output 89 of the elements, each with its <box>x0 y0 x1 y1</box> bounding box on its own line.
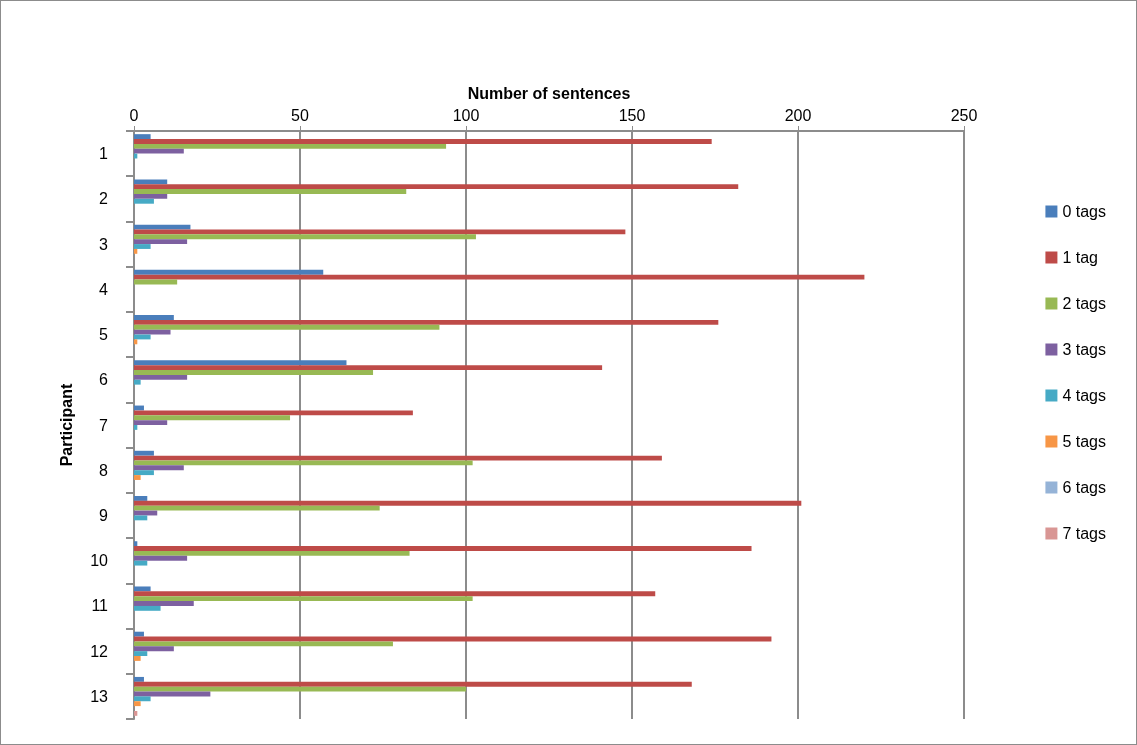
bar <box>134 143 447 149</box>
legend-label: 5 tags <box>1062 433 1107 450</box>
y-axis-title: Participant <box>57 382 75 467</box>
bar <box>134 596 473 602</box>
bar <box>134 229 626 235</box>
bar <box>134 139 712 144</box>
bar <box>134 234 476 240</box>
bar <box>134 475 141 480</box>
bar <box>134 244 151 249</box>
y-tick-label: 4 <box>99 280 109 298</box>
bar <box>134 546 752 551</box>
legend-label: 2 tags <box>1062 295 1107 312</box>
legend-label: 6 tags <box>1062 479 1107 496</box>
bar <box>134 269 324 275</box>
bar <box>134 248 138 254</box>
bar <box>134 601 194 606</box>
bar <box>134 329 171 335</box>
bar <box>134 465 184 471</box>
x-tick-label: 50 <box>291 106 309 124</box>
legend-label: 3 tags <box>1062 341 1107 358</box>
bar <box>134 455 662 461</box>
x-tick-label: 250 <box>950 106 978 124</box>
legend-label: 7 tags <box>1062 525 1107 542</box>
bar <box>134 179 168 185</box>
y-tick-label: 6 <box>99 371 109 389</box>
bar <box>134 676 144 682</box>
bar <box>134 500 802 506</box>
bar <box>134 591 656 597</box>
bar <box>134 541 138 547</box>
bar <box>134 631 144 637</box>
bar <box>134 681 692 687</box>
bar <box>134 425 138 430</box>
y-tick-label: 5 <box>99 326 109 344</box>
bar <box>134 641 393 647</box>
bar <box>134 696 151 702</box>
y-tick-label: 3 <box>99 235 109 253</box>
bar <box>134 198 154 204</box>
y-tick-label: 13 <box>90 687 109 705</box>
bar <box>134 274 865 280</box>
bar <box>134 586 151 592</box>
bar <box>134 379 141 385</box>
bar <box>134 184 739 190</box>
bar <box>134 189 407 194</box>
bar <box>134 239 188 245</box>
y-tick-label: 10 <box>90 552 109 570</box>
bar <box>134 193 168 199</box>
x-tick-label: 150 <box>618 106 646 124</box>
bar <box>134 134 151 140</box>
bar <box>134 470 154 476</box>
x-tick-label: 100 <box>452 106 480 124</box>
y-tick-label: 2 <box>99 190 109 208</box>
legend-label: 4 tags <box>1062 387 1107 404</box>
bar <box>134 374 188 380</box>
bar <box>134 450 154 456</box>
bar <box>134 370 374 375</box>
bar <box>134 365 603 371</box>
bar <box>134 319 719 325</box>
y-tick-label: 7 <box>99 416 109 434</box>
legend-label: 0 tags <box>1062 203 1107 220</box>
bar <box>134 324 440 330</box>
legend-label: 1 tag <box>1062 249 1099 266</box>
bar <box>134 496 148 501</box>
x-tick-label: 200 <box>784 106 812 124</box>
bar <box>134 505 380 511</box>
bar <box>134 315 174 320</box>
y-tick-label: 9 <box>99 506 109 524</box>
bar <box>134 550 410 556</box>
bar <box>134 656 141 661</box>
bar <box>134 701 141 707</box>
bar <box>134 339 138 345</box>
bar <box>134 710 138 716</box>
bar <box>134 560 148 566</box>
bar <box>134 605 161 611</box>
bar <box>134 555 188 561</box>
bar <box>134 515 148 521</box>
y-tick-label: 11 <box>91 597 109 615</box>
x-axis-title: Number of sentences <box>467 84 631 102</box>
bar <box>134 360 347 366</box>
y-tick-label: 8 <box>99 461 109 479</box>
bar <box>134 646 174 652</box>
bar <box>134 148 184 154</box>
bar <box>134 651 148 657</box>
y-tick-label: 1 <box>99 145 109 163</box>
bar <box>134 410 413 416</box>
bar <box>134 415 291 421</box>
bar <box>134 686 466 692</box>
bar <box>134 420 168 425</box>
x-tick-label: 0 <box>129 106 139 124</box>
y-tick-label: 12 <box>90 642 109 660</box>
